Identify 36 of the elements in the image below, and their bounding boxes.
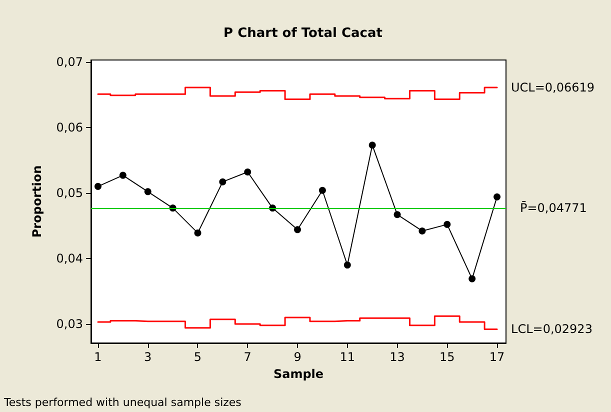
point <box>368 142 376 149</box>
chart-title: P Chart of Total Cacat <box>224 26 382 41</box>
point <box>244 168 252 176</box>
point <box>494 193 501 200</box>
point <box>144 188 152 196</box>
point <box>194 229 202 236</box>
point <box>219 178 226 186</box>
x-tick-label: 1 <box>94 350 102 364</box>
series-label: UCL=0,06619 <box>511 80 595 95</box>
y-axis-title: Proportion <box>30 165 44 238</box>
point <box>468 275 476 282</box>
x-tick-label: 13 <box>390 350 405 364</box>
x-axis-title: Sample <box>273 366 324 381</box>
x-tick-label: 15 <box>440 350 455 364</box>
x-tick-label: 9 <box>294 350 302 364</box>
point <box>318 186 326 194</box>
y-tick-label: 0,05 <box>56 186 83 200</box>
x-tick-label: 7 <box>244 350 252 364</box>
point <box>119 172 126 179</box>
y-tick-label: 0,03 <box>56 317 83 331</box>
y-tick-label: 0,06 <box>56 120 83 134</box>
text: Tests performed with unequal sample sizes <box>3 396 242 409</box>
point <box>94 182 102 190</box>
x-tick-label: 3 <box>144 350 152 364</box>
ref-line-label: P̄=0,04771 <box>520 200 587 215</box>
x-tick-label: 17 <box>489 350 505 364</box>
point <box>344 262 351 269</box>
point <box>418 227 426 234</box>
x-tick-label: 5 <box>194 350 202 364</box>
series-label: LCL=0,02923 <box>511 322 592 336</box>
y-tick-label: 0,07 <box>56 54 83 69</box>
point <box>444 220 451 228</box>
point <box>294 226 301 234</box>
x-tick-label: 11 <box>340 350 356 364</box>
point <box>394 211 401 218</box>
y-tick-label: 0,04 <box>56 251 83 266</box>
